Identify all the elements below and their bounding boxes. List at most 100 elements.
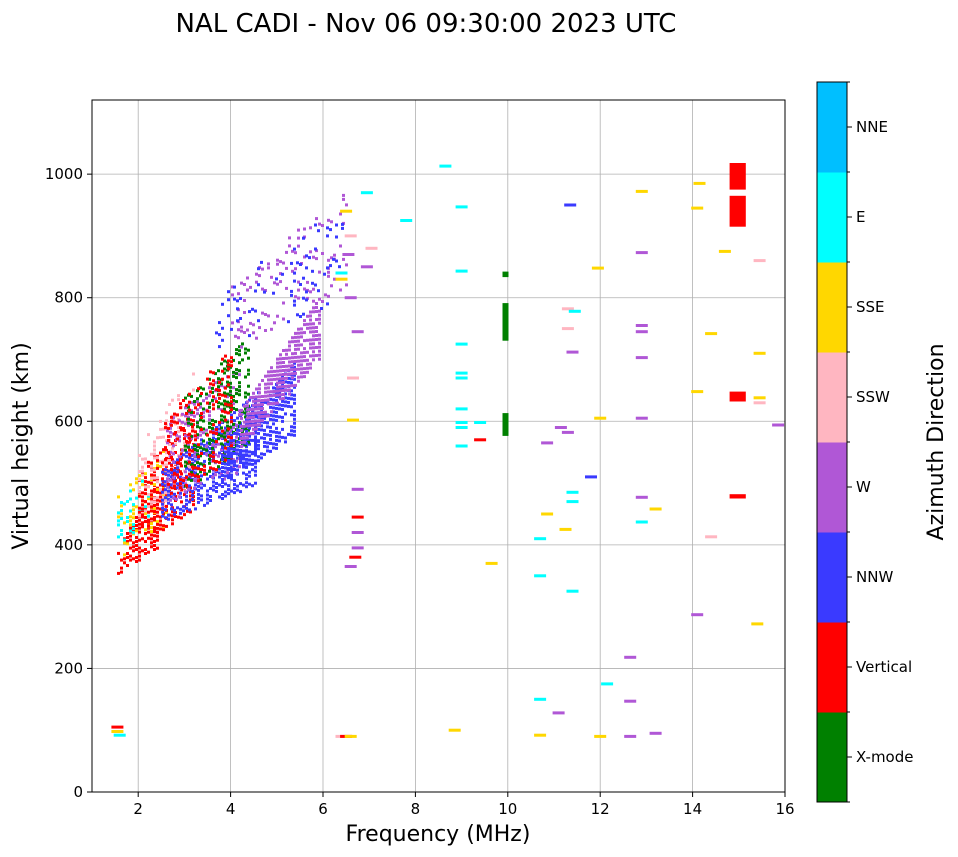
echo-point [202,415,205,419]
echo-point [178,435,181,439]
echo-point [236,456,239,460]
echo-point [192,388,195,392]
echo-point [272,410,275,414]
echo-point [153,452,156,456]
echo-point [159,487,162,491]
echo-point [236,448,239,452]
echo-point [203,443,206,447]
echo-point [239,461,242,464]
echo-point [278,403,281,407]
echo-point [194,466,197,470]
echo-point [275,434,278,438]
echo-point [242,457,245,461]
echo-point [214,372,217,376]
echo-point [230,356,233,360]
echo-point [318,349,321,353]
echo-point [208,425,211,429]
echo-point [176,466,179,470]
echo-point [194,507,197,511]
echo-point [224,470,227,474]
echo-point [221,493,224,496]
echo-point [502,322,509,326]
echo-point [318,309,321,313]
echo-point [270,394,273,398]
echo-point [184,448,187,452]
echo-point [138,546,141,550]
echo-point [171,442,174,446]
echo-point [224,474,227,478]
echo-point [194,406,197,410]
echo-point [224,402,227,406]
echo-point [273,369,276,373]
echo-point [223,431,226,435]
echo-point [167,501,170,505]
echo-point [138,538,141,542]
echo-point [206,501,209,505]
echo-point [248,418,251,422]
echo-point [278,379,281,383]
echo-point [248,426,251,430]
echo-point [264,394,267,398]
echo-point [188,452,191,456]
echo-point [147,433,150,437]
echo-point [162,435,165,439]
echo-point [238,465,241,469]
echo-point [278,387,281,391]
echo-point [272,414,275,418]
echo-point [218,321,221,325]
echo-point [169,430,172,434]
echo-point [170,471,173,475]
echo-point [176,421,179,425]
echo-point [294,335,297,339]
x-tick-label: 2 [133,800,143,818]
echo-point [257,459,260,463]
echo-point [240,424,243,428]
echo-point [635,520,648,524]
echo-point [284,400,287,404]
echo-point [272,418,275,422]
echo-point [117,495,120,499]
echo-point [294,339,297,343]
echo-point [254,481,257,485]
echo-point [230,420,233,424]
echo-point [276,401,279,405]
echo-point [212,423,215,427]
echo-point [753,401,766,405]
echo-point [232,426,235,430]
echo-point [635,330,648,334]
echo-point [315,346,318,349]
echo-point [120,501,123,504]
echo-point [502,415,509,419]
echo-point [220,384,223,388]
echo-point [257,443,260,447]
echo-point [223,407,226,411]
echo-point [208,386,211,390]
echo-point [285,368,288,372]
echo-point [300,367,303,371]
echo-point [247,372,250,376]
echo-point [150,533,153,537]
echo-point [297,288,300,292]
echo-point [282,377,285,380]
echo-point [288,388,291,392]
echo-point [254,405,257,409]
echo-point [541,512,554,516]
echo-point [200,416,203,419]
echo-point [236,488,239,492]
echo-point [297,228,300,232]
echo-point [333,253,336,257]
echo-point [318,341,321,345]
echo-point [150,530,153,534]
echo-point [159,483,162,487]
echo-point [156,458,159,462]
echo-point [231,321,234,325]
echo-point [162,488,165,492]
echo-point [150,468,153,472]
echo-point [258,274,261,278]
echo-point [197,496,200,500]
echo-point [236,464,239,468]
echo-point [245,453,248,457]
echo-point [258,391,261,395]
echo-point [138,518,141,522]
echo-point [141,507,144,511]
